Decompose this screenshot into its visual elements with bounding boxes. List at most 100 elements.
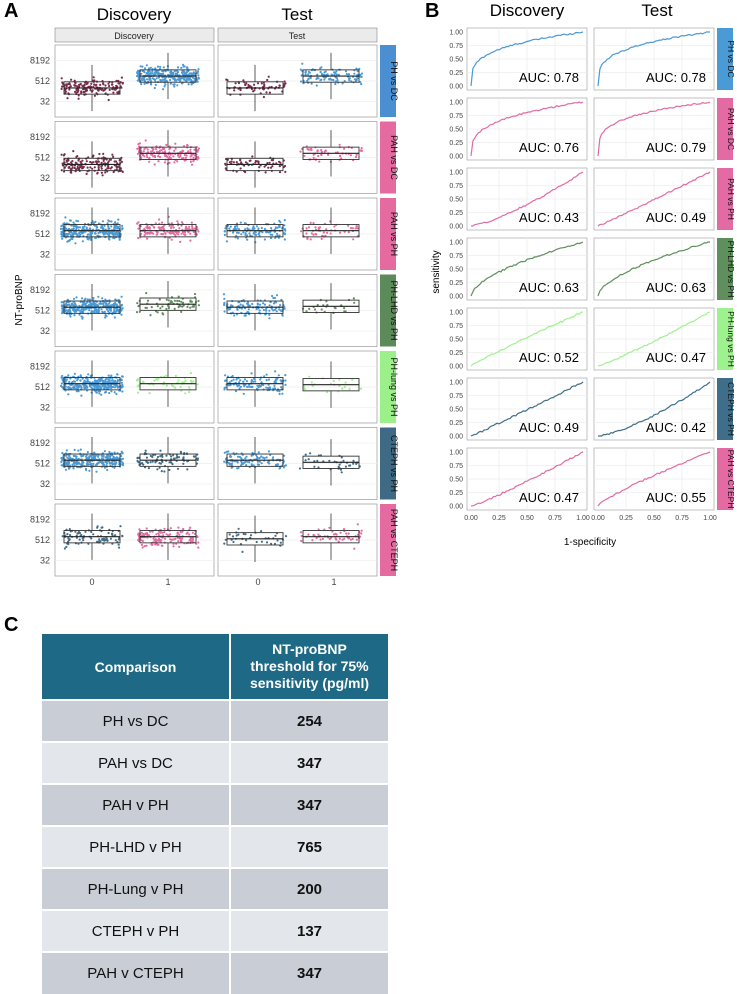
- a-point: [114, 534, 117, 537]
- a-x-tick-disc-0: 0: [89, 577, 94, 587]
- a-point: [73, 387, 76, 390]
- a-point: [162, 72, 165, 76]
- table-cell-comparison: PH-Lung v PH: [42, 867, 231, 910]
- table-cell-threshold: 765: [230, 825, 388, 868]
- a-point: [101, 220, 105, 223]
- a-point: [192, 156, 195, 159]
- a-point: [146, 533, 149, 536]
- a-point: [77, 449, 80, 452]
- a-point: [158, 218, 161, 221]
- a-point: [279, 304, 282, 307]
- a-point: [266, 387, 270, 390]
- a-point: [91, 387, 94, 390]
- a-point: [68, 386, 71, 389]
- a-point: [235, 378, 238, 381]
- a-point: [282, 454, 286, 457]
- a-point: [97, 455, 100, 458]
- a-point: [313, 465, 316, 468]
- a-point: [95, 226, 98, 229]
- a-point: [225, 78, 228, 81]
- a-point: [321, 537, 324, 541]
- a-point: [257, 451, 260, 454]
- a-row-strip-label: PH vs DC: [389, 61, 399, 101]
- a-point: [89, 166, 92, 169]
- a-point: [81, 240, 84, 243]
- table-cell-comparison: PAH v PH: [42, 783, 231, 826]
- a-point: [181, 231, 185, 234]
- a-point: [309, 221, 312, 224]
- table-row: CTEPH v PH 137: [42, 909, 388, 952]
- a-point: [95, 160, 98, 163]
- a-point: [94, 220, 97, 223]
- a-point: [113, 160, 116, 163]
- b-roc-curve: [597, 101, 711, 157]
- a-point: [84, 302, 87, 305]
- a-point: [93, 451, 96, 454]
- a-point: [252, 90, 255, 93]
- a-point: [159, 79, 162, 82]
- a-point: [224, 458, 228, 461]
- a-point: [316, 459, 319, 462]
- a-point: [103, 466, 106, 469]
- a-point: [104, 314, 107, 317]
- a-point: [161, 454, 164, 457]
- a-point: [186, 144, 189, 147]
- a-point: [307, 226, 311, 229]
- a-point: [248, 304, 252, 307]
- a-point: [105, 232, 108, 235]
- a-point: [300, 539, 303, 543]
- a-point: [244, 83, 247, 86]
- table-cell-threshold: 347: [230, 741, 388, 784]
- a-point: [90, 456, 94, 460]
- a-point: [145, 532, 148, 535]
- a-point: [161, 531, 164, 534]
- a-point: [247, 303, 250, 306]
- b-y-tick-label: 1.00: [449, 380, 463, 387]
- a-point: [265, 379, 268, 382]
- a-point: [140, 151, 143, 154]
- a-point: [165, 384, 168, 387]
- a-point: [267, 450, 270, 453]
- a-point: [276, 232, 279, 235]
- a-point: [113, 307, 116, 310]
- b-auc-value: 0.78: [554, 70, 579, 85]
- b-auc-label: AUC: 0.47: [519, 490, 579, 505]
- a-point: [93, 303, 96, 306]
- a-point: [238, 384, 241, 387]
- b-y-tick-label: 0.25: [449, 280, 463, 287]
- a-point: [181, 77, 184, 80]
- a-point: [71, 160, 74, 163]
- a-point: [70, 302, 73, 305]
- a-point: [256, 460, 259, 463]
- a-point: [97, 89, 100, 92]
- a-point: [88, 309, 91, 312]
- a-point: [169, 71, 172, 74]
- b-y-tick-label: 0.00: [449, 364, 463, 371]
- a-point: [148, 70, 151, 73]
- a-point: [86, 298, 89, 301]
- a-point: [75, 168, 78, 171]
- a-point: [102, 302, 105, 305]
- b-auc-value: 0.49: [554, 420, 579, 435]
- a-point: [317, 154, 320, 158]
- a-point: [304, 73, 307, 76]
- a-point: [107, 310, 110, 313]
- a-point: [188, 386, 191, 389]
- a-point: [224, 163, 227, 166]
- a-point: [235, 161, 238, 164]
- a-point: [107, 225, 110, 228]
- a-point: [182, 462, 185, 465]
- b-y-tick-label: 1.00: [449, 100, 463, 107]
- a-point: [230, 379, 233, 382]
- a-point: [100, 526, 103, 529]
- a-point: [252, 225, 255, 228]
- a-point: [99, 83, 102, 86]
- a-point: [146, 237, 149, 240]
- b-y-tick-label: 1.00: [449, 240, 463, 247]
- a-point: [79, 379, 82, 382]
- table-cell-comparison: PH-LHD v PH: [42, 825, 231, 868]
- a-point: [110, 385, 113, 388]
- a-point: [114, 381, 117, 384]
- a-point: [164, 83, 167, 86]
- b-auc-value: 0.76: [554, 140, 579, 155]
